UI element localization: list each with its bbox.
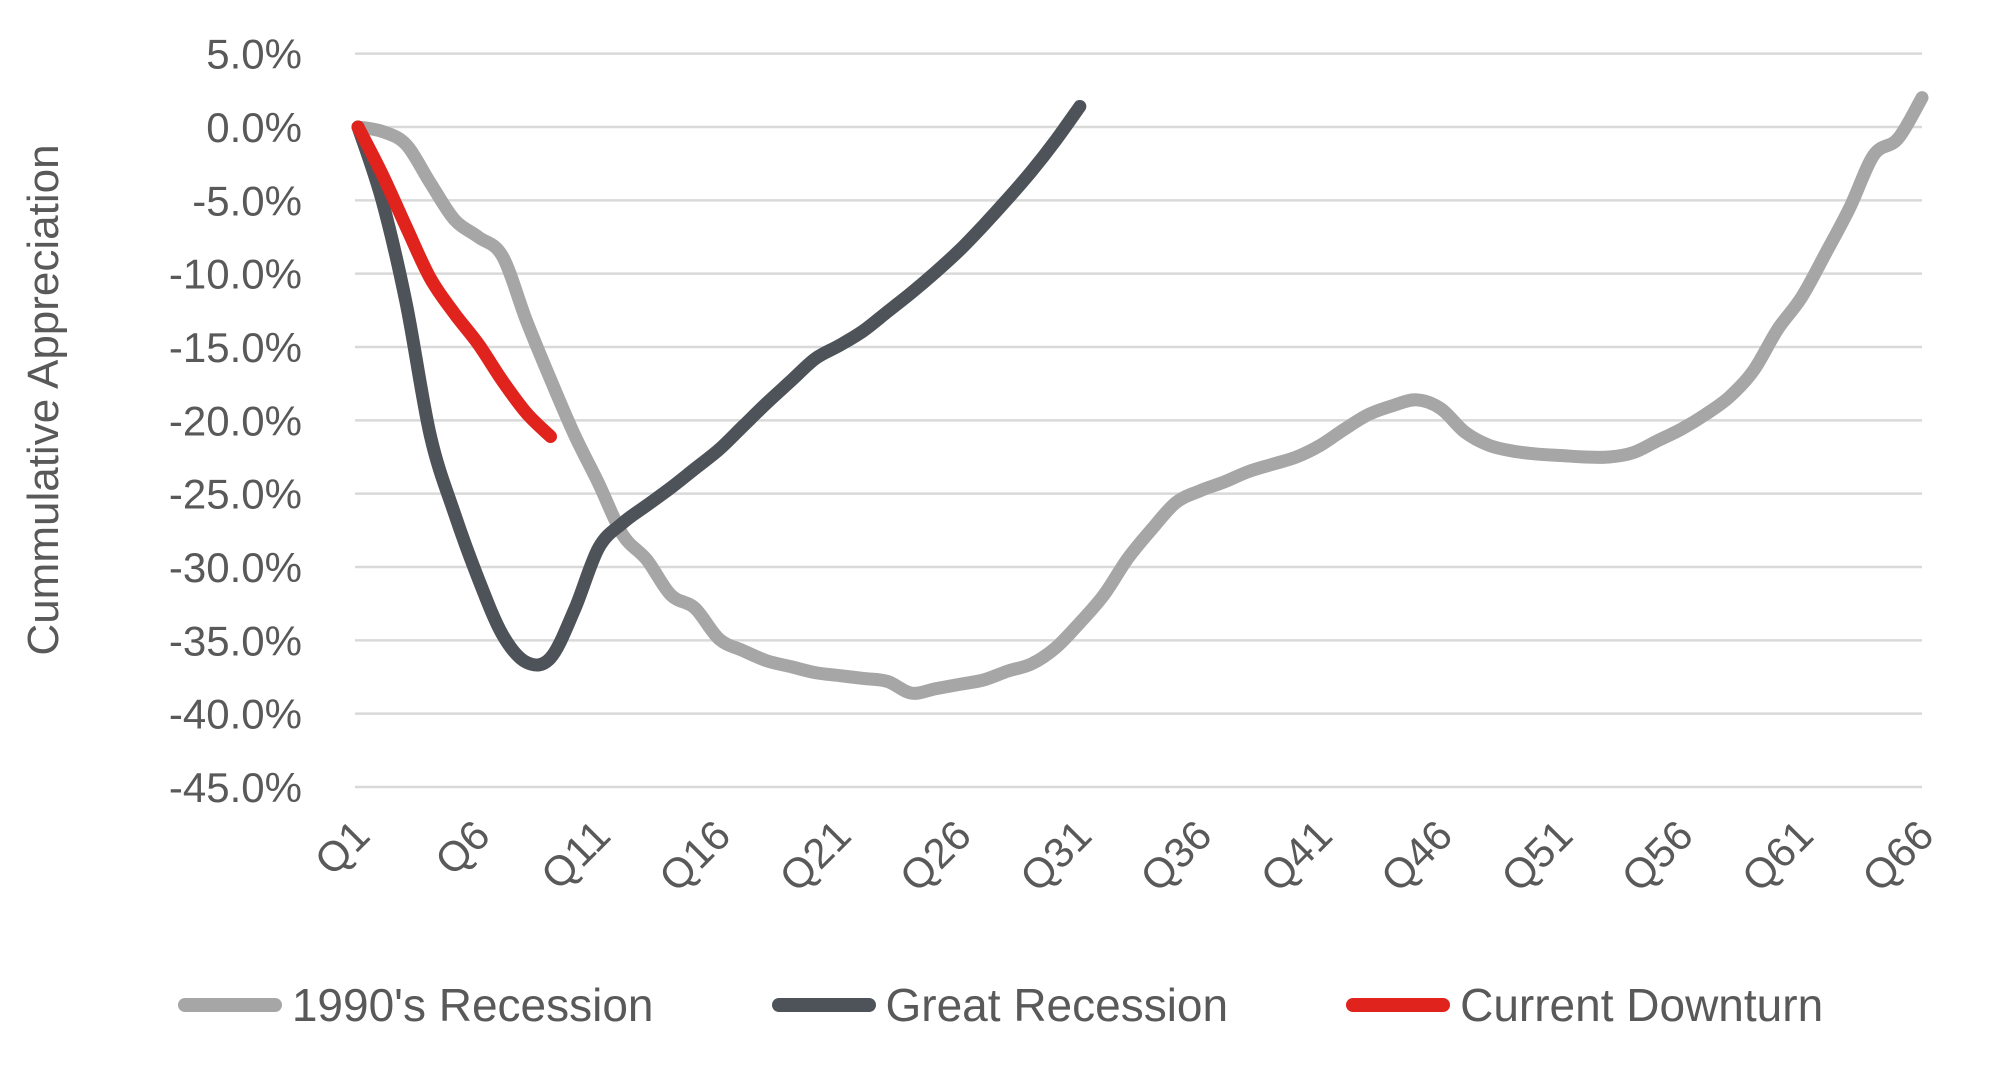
y-axis-title: Cummulative Appreciation [19, 144, 68, 655]
x-tick-label: Q31 [1011, 811, 1100, 900]
y-tick-label: -10.0% [169, 251, 302, 298]
gridlines [355, 52, 1922, 789]
y-tick-label: -5.0% [192, 177, 302, 224]
legend-item-great-recession: Great Recession [771, 978, 1229, 1032]
series-line-current-downturn [351, 120, 557, 443]
x-tick-label: Q66 [1853, 811, 1942, 900]
y-tick-label: -30.0% [169, 544, 302, 591]
line-chart: 5.0% 0.0% -5.0% -10.0% -15.0% -20.0% -25.0% -30… [19, 31, 1943, 901]
legend-swatch-current-downturn [1346, 998, 1451, 1012]
series-lines [351, 91, 1929, 700]
x-tick-label: Q6 [426, 811, 499, 884]
x-tick-label: Q26 [891, 811, 980, 900]
legend-label-great-recession: Great Recession [885, 979, 1229, 1031]
x-tick-label: Q21 [770, 811, 859, 900]
x-tick-label: Q56 [1612, 811, 1701, 900]
y-axis-tick-labels: 5.0% 0.0% -5.0% -10.0% -15.0% -20.0% -25.0% -30… [169, 31, 302, 811]
legend-item-current-downturn: Current Downturn [1346, 978, 1823, 1032]
chart-legend: 1990's Recession Great Recession Current… [0, 978, 2001, 1032]
y-tick-label: -25.0% [169, 471, 302, 518]
legend-item-1990s-recession: 1990's Recession [177, 978, 654, 1032]
y-tick-label: -40.0% [169, 691, 302, 738]
x-axis-tick-labels: Q1 Q6 Q11 Q16 Q21 Q26 Q31 Q36 Q41 Q46 Q51 Q56 Q61 Q66 [306, 811, 1943, 900]
x-tick-label: Q41 [1251, 811, 1340, 900]
x-tick-label: Q46 [1372, 811, 1461, 900]
x-tick-label: Q16 [650, 811, 739, 900]
y-tick-label: 5.0% [206, 31, 302, 78]
series-line-1990-s-recession [351, 91, 1929, 700]
legend-label-current-downturn: Current Downturn [1460, 979, 1824, 1031]
x-tick-label: Q51 [1492, 811, 1581, 900]
x-tick-label: Q11 [532, 811, 619, 898]
y-tick-label: -15.0% [169, 324, 302, 371]
legend-swatch-1990s-recession [177, 998, 282, 1012]
x-tick-label: Q36 [1131, 811, 1220, 900]
x-tick-label: Q61 [1733, 811, 1822, 900]
y-tick-label: -35.0% [169, 617, 302, 664]
y-tick-label: -45.0% [169, 764, 302, 811]
series-line-great-recession [351, 99, 1087, 672]
legend-swatch-great-recession [771, 998, 876, 1012]
x-tick-label: Q1 [306, 811, 379, 884]
legend-label-1990s-recession: 1990's Recession [291, 979, 654, 1031]
y-tick-label: -20.0% [169, 397, 302, 444]
y-tick-label: 0.0% [206, 104, 302, 151]
